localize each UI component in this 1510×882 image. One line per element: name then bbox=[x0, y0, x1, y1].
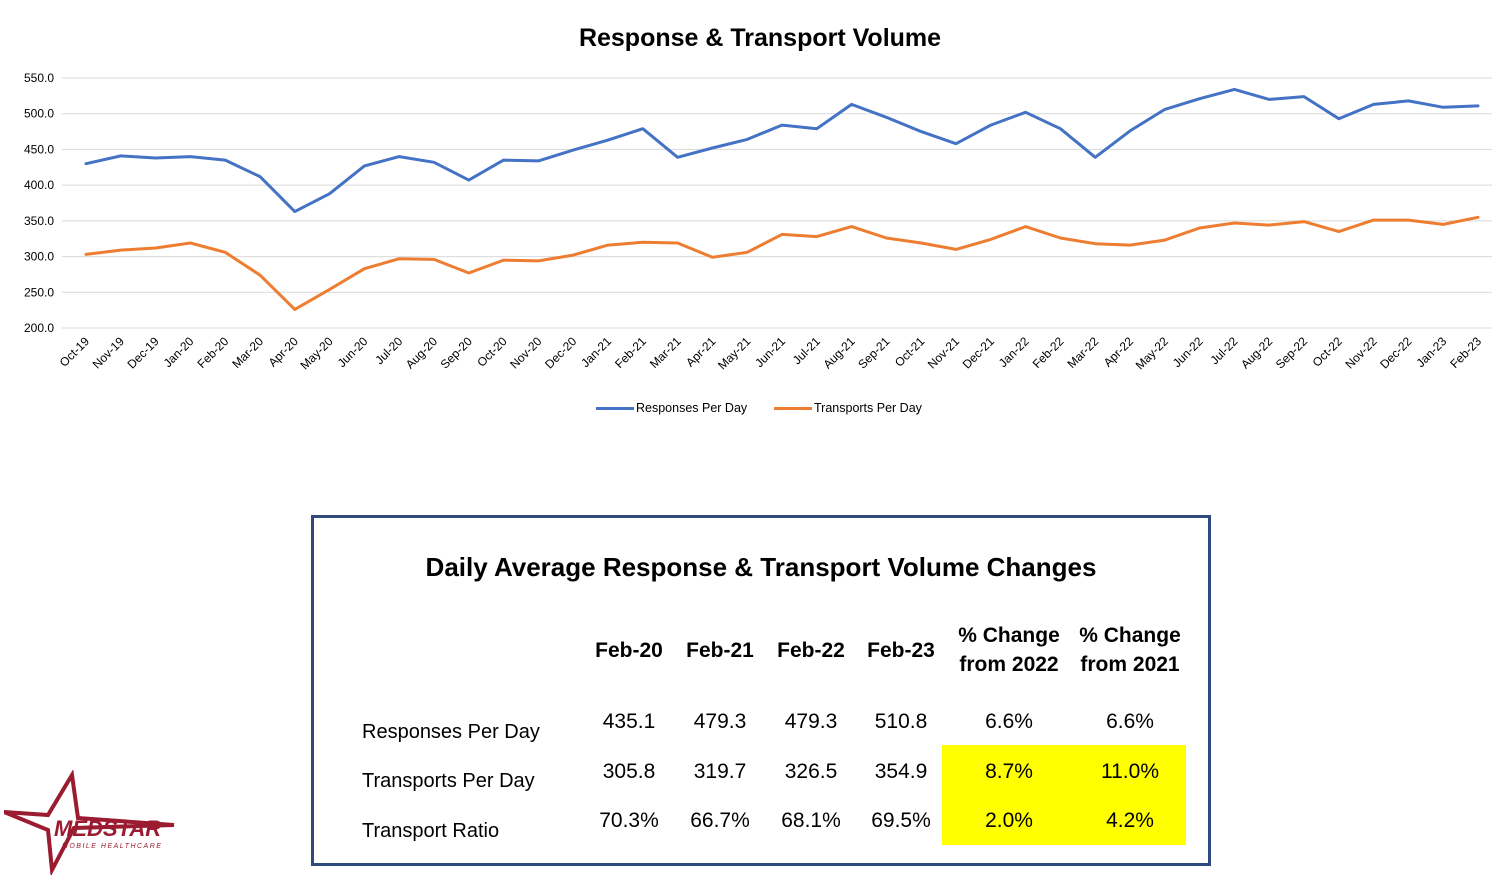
x-tick-label: Dec-20 bbox=[542, 334, 579, 371]
x-tick-label: Aug-22 bbox=[1238, 334, 1275, 371]
x-tick-label: Oct-19 bbox=[57, 334, 93, 370]
table-cell: 479.3 bbox=[693, 710, 747, 733]
chart-title: Response & Transport Volume bbox=[578, 24, 942, 52]
x-tick-label: May-20 bbox=[298, 334, 336, 372]
y-tick-label: 250.0 bbox=[24, 285, 54, 299]
table-cell: 68.1% bbox=[781, 809, 841, 832]
legend-swatch-responses bbox=[596, 406, 634, 410]
row-label: Responses Per Day bbox=[362, 721, 540, 743]
x-tick-label: Feb-23 bbox=[1447, 334, 1484, 371]
y-tick-label: 550.0 bbox=[24, 71, 54, 85]
x-tick-label: Jun-21 bbox=[752, 334, 788, 370]
col-header: Feb-20 bbox=[595, 639, 663, 662]
line-chart: 550.0 500.0 450.0 400.0 350.0 300.0 250.0 200.0… bbox=[24, 71, 1492, 372]
logo-subtext: MOBILE HEALTHCARE bbox=[62, 843, 162, 850]
y-tick-label: 200.0 bbox=[24, 321, 54, 335]
x-tick-label: Feb-20 bbox=[195, 334, 232, 371]
x-tick-label: Nov-22 bbox=[1342, 334, 1379, 371]
x-tick-label: Jul-20 bbox=[372, 334, 405, 367]
x-tick-label: Jan-20 bbox=[161, 334, 197, 370]
y-tick-label: 300.0 bbox=[24, 250, 54, 264]
table-cell: 70.3% bbox=[599, 809, 659, 832]
x-tick-label: Oct-21 bbox=[892, 334, 928, 370]
x-tick-label: May-22 bbox=[1133, 334, 1171, 372]
x-tick-label: Oct-20 bbox=[474, 334, 510, 370]
x-tick-label: Feb-21 bbox=[612, 334, 649, 371]
x-tick-label: Sep-22 bbox=[1273, 334, 1310, 371]
legend-responses: Responses Per Day bbox=[596, 401, 747, 415]
x-tick-label: Mar-22 bbox=[1065, 334, 1102, 371]
x-tick-label: Aug-20 bbox=[403, 334, 440, 371]
x-tick-label: Aug-21 bbox=[820, 334, 857, 371]
series-line-transports bbox=[84, 215, 1480, 311]
legend-label-responses: Responses Per Day bbox=[636, 401, 748, 415]
table-cell: 6.6% bbox=[1106, 710, 1154, 733]
y-tick-label: 400.0 bbox=[24, 178, 54, 192]
x-tick-label: Nov-20 bbox=[507, 334, 544, 371]
table-cell: 305.8 bbox=[602, 760, 656, 783]
legend-label-transports: Transports Per Day bbox=[814, 401, 922, 415]
col-header: Feb-22 bbox=[777, 639, 845, 662]
table-cell: 4.2% bbox=[1106, 809, 1154, 832]
x-tick-label: Jun-20 bbox=[335, 334, 371, 370]
summary-table-panel: Daily Average Response & Transport Volum… bbox=[311, 515, 1211, 866]
logo-star-icon bbox=[4, 770, 175, 875]
table-cell: 354.9 bbox=[874, 760, 928, 783]
y-tick-label: 500.0 bbox=[24, 107, 54, 121]
x-tick-label: Apr-20 bbox=[266, 334, 302, 370]
x-tick-label: Jun-22 bbox=[1170, 334, 1206, 370]
x-tick-label: Mar-21 bbox=[647, 334, 684, 371]
table-cell: 435.1 bbox=[602, 710, 656, 733]
table-cell: 69.5% bbox=[871, 809, 931, 832]
table-cell: 2.0% bbox=[985, 809, 1033, 832]
table-cell: 6.6% bbox=[985, 710, 1033, 733]
col-header: Feb-21 bbox=[686, 639, 754, 662]
table-title: Daily Average Response & Transport Volum… bbox=[425, 552, 1097, 582]
x-tick-label: May-21 bbox=[715, 334, 753, 372]
x-tick-label: Feb-22 bbox=[1030, 334, 1067, 371]
x-tick-label: Apr-22 bbox=[1101, 334, 1137, 370]
x-tick-label: Dec-22 bbox=[1377, 334, 1414, 371]
table-cell: 319.7 bbox=[693, 760, 747, 783]
table-cell: 66.7% bbox=[690, 809, 750, 832]
medstar-logo: MEDSTAR MOBILE HEALTHCARE bbox=[4, 770, 175, 875]
x-tick-label: Oct-22 bbox=[1310, 334, 1346, 370]
x-tick-label: Sep-21 bbox=[855, 334, 892, 371]
table-cell: 479.3 bbox=[784, 710, 838, 733]
row-label: Transports Per Day bbox=[362, 770, 535, 792]
x-tick-label: Dec-19 bbox=[124, 334, 161, 371]
x-tick-label: Nov-21 bbox=[925, 334, 962, 371]
x-tick-label: Jan-23 bbox=[1413, 334, 1449, 370]
table-cell: 8.7% bbox=[985, 760, 1033, 783]
col-header: % Change from 2021 bbox=[1079, 624, 1181, 676]
y-tick-label: 350.0 bbox=[24, 214, 54, 228]
x-tick-label: Dec-21 bbox=[960, 334, 997, 371]
legend-swatch-transports bbox=[774, 406, 812, 410]
legend-transports: Transports Per Day bbox=[774, 401, 922, 415]
row-label: Transport Ratio bbox=[362, 820, 500, 842]
x-tick-label: Apr-21 bbox=[683, 334, 719, 370]
col-header: Feb-23 bbox=[867, 639, 935, 662]
table-cell: 326.5 bbox=[784, 760, 838, 783]
x-tick-label: Jan-21 bbox=[578, 334, 614, 370]
highlight-block bbox=[942, 745, 1186, 845]
x-tick-label: Nov-19 bbox=[90, 334, 127, 371]
y-tick-label: 450.0 bbox=[24, 142, 54, 156]
x-tick-label: Jul-22 bbox=[1208, 334, 1241, 367]
table-cell: 510.8 bbox=[874, 710, 928, 733]
table-cell: 11.0% bbox=[1101, 760, 1159, 783]
x-tick-label: Jan-22 bbox=[996, 334, 1032, 370]
col-header: % Change from 2022 bbox=[958, 624, 1060, 676]
x-tick-label: Jul-21 bbox=[790, 334, 823, 367]
x-tick-label: Mar-20 bbox=[229, 334, 266, 371]
x-tick-label: Sep-20 bbox=[438, 334, 475, 371]
logo-wordmark: MEDSTAR bbox=[54, 816, 161, 841]
series-line-responses bbox=[84, 87, 1480, 214]
